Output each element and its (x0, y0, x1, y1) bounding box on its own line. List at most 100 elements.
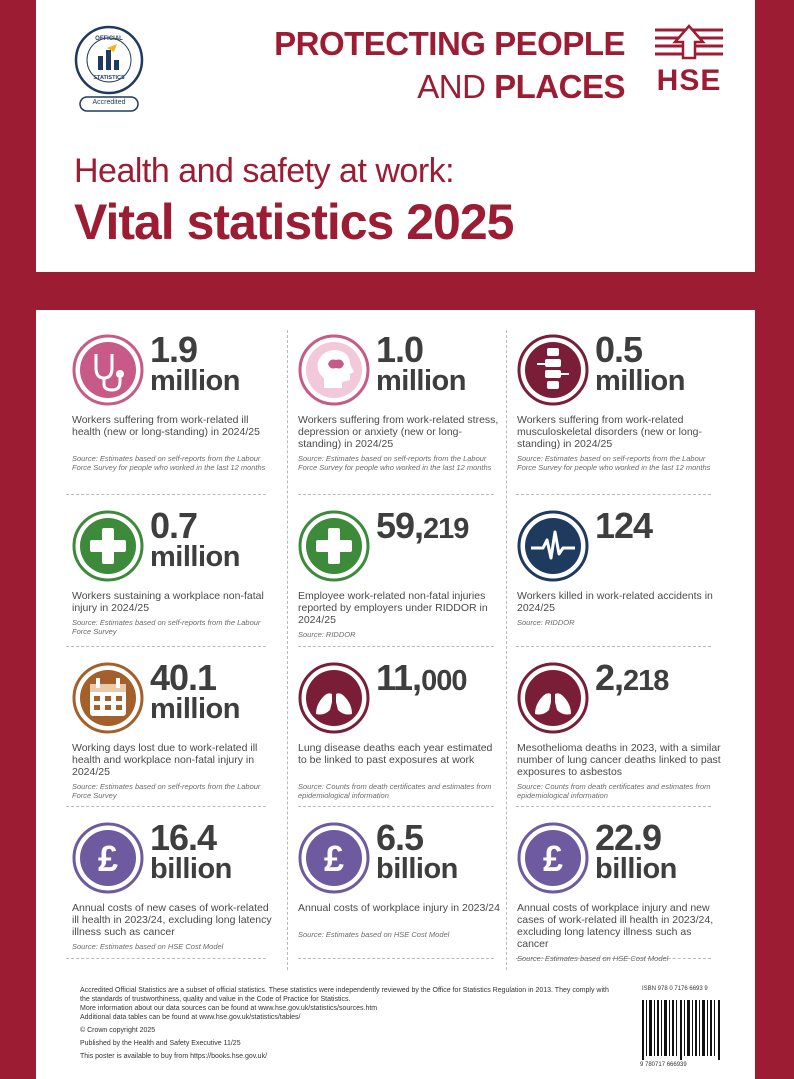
stat-value: 22.9 (595, 817, 662, 858)
stat-value: 40.1 (150, 657, 217, 698)
row-divider (298, 958, 494, 959)
stat-value-main: 59, (376, 505, 424, 546)
stat-description: Working days lost due to work-related il… (72, 742, 258, 778)
stat-description: Lung disease deaths each year estimated … (298, 742, 493, 766)
stat-description: Annual costs of new cases of work-relate… (72, 902, 272, 938)
pound-icon: £ (298, 822, 370, 894)
first-aid-cross-icon (72, 510, 144, 582)
badge-line1: OFFICIAL (95, 36, 123, 42)
stat-description: Workers suffering from work-related musc… (517, 414, 702, 450)
footer-buy-link[interactable]: This poster is available to buy from htt… (80, 1053, 268, 1060)
stat-unit: billion (595, 853, 677, 885)
pound-icon: £ (517, 822, 589, 894)
stats-grid: 1.9 million Workers suffering from work-… (66, 324, 726, 974)
hse-logo-text: HSE (656, 64, 722, 97)
content-panel: 1.9 million Workers suffering from work-… (36, 310, 755, 1079)
badge-line2: STATISTICS (93, 75, 125, 81)
footer-sources-link[interactable]: More information about our data sources … (80, 1005, 378, 1012)
tagline: PROTECTING PEOPLE AND PLACES (274, 22, 625, 108)
row-divider (298, 646, 494, 647)
stat-source: Source: Estimates based on self-reports … (72, 782, 261, 800)
stat-value: 2,218 (595, 657, 669, 701)
svg-text:£: £ (98, 838, 118, 879)
stat-source: Source: Estimates based on self-reports … (72, 454, 266, 472)
tagline-line2: AND PLACES (274, 65, 625, 108)
stat-source: Source: RIDDOR (298, 630, 356, 639)
svg-text:£: £ (324, 838, 344, 879)
stat-source: Source: RIDDOR (517, 618, 575, 627)
stat-description: Annual costs of workplace injury and new… (517, 902, 714, 950)
barcode-number: 9 780717 666939 (640, 1062, 687, 1068)
stat-source: Source: Counts from death certificates a… (298, 782, 492, 800)
page-title: Vital statistics 2025 (74, 194, 514, 250)
row-divider (298, 806, 494, 807)
stat-unit: million (150, 693, 240, 725)
stat-description: Workers suffering from work-related stre… (298, 414, 499, 450)
hse-logo: HSE (653, 24, 725, 97)
column-divider (506, 330, 507, 970)
lungs-icon (298, 662, 370, 734)
stat-source: Source: Estimates based on self-reports … (517, 454, 711, 472)
stat-value-main: 2, (595, 657, 624, 698)
row-divider (516, 958, 711, 959)
stat-value: 11,000 (376, 657, 467, 701)
row-divider (516, 806, 711, 807)
spine-icon (517, 334, 589, 406)
stat-source: Source: Estimates based on HSE Cost Mode… (517, 954, 669, 963)
title-pre: Health and safety at work: (74, 152, 455, 190)
stat-value: 1.9 (150, 329, 198, 370)
header-panel: OFFICIAL STATISTICS Accredited PROTECTIN… (36, 0, 755, 272)
stat-unit: million (150, 541, 240, 573)
stat-value: 1.0 (376, 329, 424, 370)
tagline-line2-bold: PLACES (494, 68, 625, 105)
stat-description: Workers suffering from work-related ill … (72, 414, 260, 438)
stat-source: Source: Estimates based on self-reports … (298, 454, 492, 472)
stat-value-small: 218 (623, 665, 669, 697)
row-divider (298, 494, 494, 495)
svg-text:£: £ (543, 838, 563, 879)
stat-value: 0.7 (150, 505, 198, 546)
calendar-icon (72, 662, 144, 734)
lungs-icon (517, 662, 589, 734)
stat-value-small: 219 (423, 513, 469, 545)
stat-description: Workers killed in work-related accidents… (517, 590, 713, 614)
stat-value: 124 (595, 505, 653, 546)
row-divider (66, 958, 266, 959)
footer-publisher: Published by the Health and Safety Execu… (80, 1040, 241, 1047)
footer-accreditation: Accredited Official Statistics are a sub… (80, 987, 609, 1003)
stat-description: Employee work-related non-fatal injuries… (298, 590, 488, 626)
row-divider (516, 494, 711, 495)
column-divider (287, 330, 288, 970)
stat-unit: billion (150, 853, 232, 885)
first-aid-cross-icon (298, 510, 370, 582)
hse-emblem-icon (655, 24, 723, 60)
stat-value: 0.5 (595, 329, 643, 370)
stat-source: Source: Counts from death certificates a… (517, 782, 711, 800)
stat-unit: million (150, 365, 240, 397)
stat-unit: million (595, 365, 685, 397)
row-divider (66, 646, 266, 647)
stat-value: 59,219 (376, 505, 469, 549)
stat-source: Source: Estimates based on HSE Cost Mode… (298, 930, 450, 939)
stat-description: Workers sustaining a workplace non-fatal… (72, 590, 264, 614)
stat-source: Source: Estimates based on HSE Cost Mode… (72, 942, 224, 951)
pound-icon: £ (72, 822, 144, 894)
isbn: ISBN 978 0 7176 6693 9 (642, 986, 708, 992)
stethoscope-icon (72, 334, 144, 406)
badge-label: Accredited (92, 99, 126, 106)
stat-unit: million (376, 365, 466, 397)
stat-value: 6.5 (376, 817, 424, 858)
footer-tables-link[interactable]: Additional data tables can be found at w… (80, 1014, 301, 1021)
tagline-line1: PROTECTING PEOPLE (274, 25, 625, 62)
row-divider (66, 494, 266, 495)
row-divider (516, 646, 711, 647)
stat-description: Mesothelioma deaths in 2023, with a simi… (517, 742, 721, 778)
footer-notes: Accredited Official Statistics are a sub… (80, 986, 620, 1061)
heartbeat-monitor-icon (517, 510, 589, 582)
stat-value-main: 11, (376, 657, 422, 698)
stat-source: Source: Estimates based on self-reports … (72, 618, 261, 636)
stat-value: 16.4 (150, 817, 217, 858)
stat-unit: billion (376, 853, 458, 885)
stat-description: Annual costs of workplace injury in 2023… (298, 902, 500, 914)
official-statistics-badge-icon (74, 25, 144, 112)
